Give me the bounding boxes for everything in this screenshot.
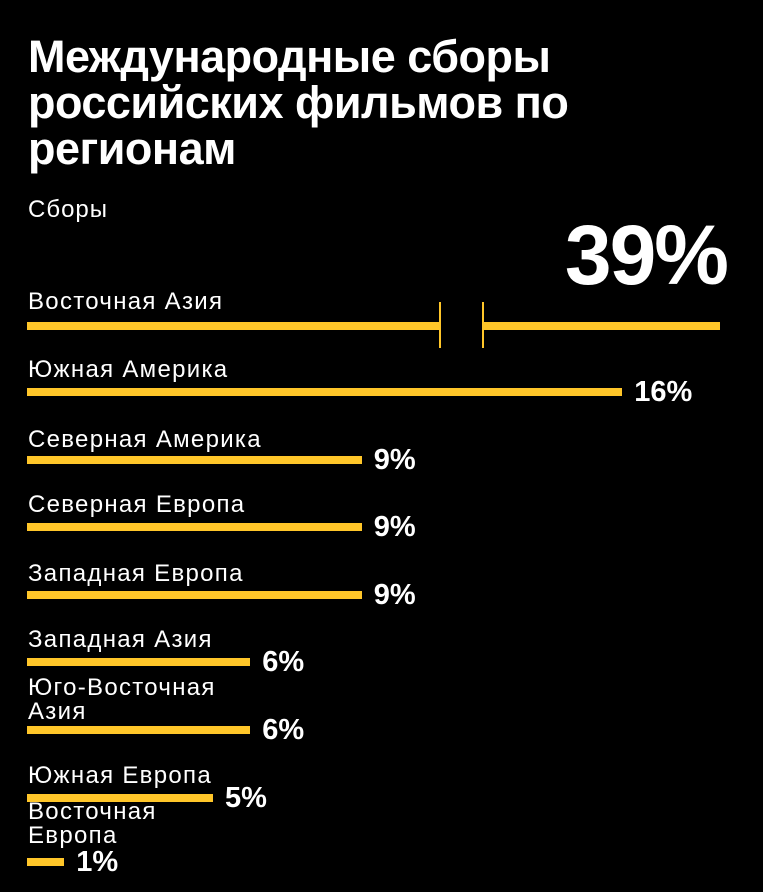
chart-title: Международные сборы российских фильмов п… <box>28 31 569 174</box>
category-label: Южная Европа <box>28 762 212 789</box>
value-label: 9% <box>373 511 416 543</box>
category-label: Юго-Восточная Азия <box>28 674 216 725</box>
axis-break-mark <box>482 302 484 348</box>
bar <box>483 322 720 330</box>
value-label: 16% <box>634 376 693 408</box>
value-label: 9% <box>373 579 416 611</box>
value-label: 6% <box>262 646 305 678</box>
bar <box>27 658 251 666</box>
bar <box>27 523 362 531</box>
category-label: Восточная Европа <box>28 798 157 849</box>
category-label: Западная Европа <box>28 560 244 587</box>
value-label: 39% <box>564 208 729 302</box>
category-label: Южная Америка <box>28 356 229 383</box>
bar <box>27 858 65 866</box>
bar <box>27 726 251 734</box>
category-label: Восточная Азия <box>28 288 224 315</box>
axis-break-mark <box>439 302 441 348</box>
bar <box>27 591 362 599</box>
value-label: 9% <box>373 444 416 476</box>
category-label: Северная Америка <box>28 426 262 453</box>
value-label: 5% <box>225 782 267 814</box>
bar <box>27 794 213 802</box>
bar <box>27 456 362 464</box>
value-label: 1% <box>76 846 119 878</box>
bar <box>27 388 623 396</box>
category-label: Западная Азия <box>28 626 213 653</box>
value-label: 6% <box>262 714 305 746</box>
category-label: Северная Европа <box>28 491 246 518</box>
bar <box>27 322 440 330</box>
chart-subtitle: Сборы <box>28 196 109 223</box>
